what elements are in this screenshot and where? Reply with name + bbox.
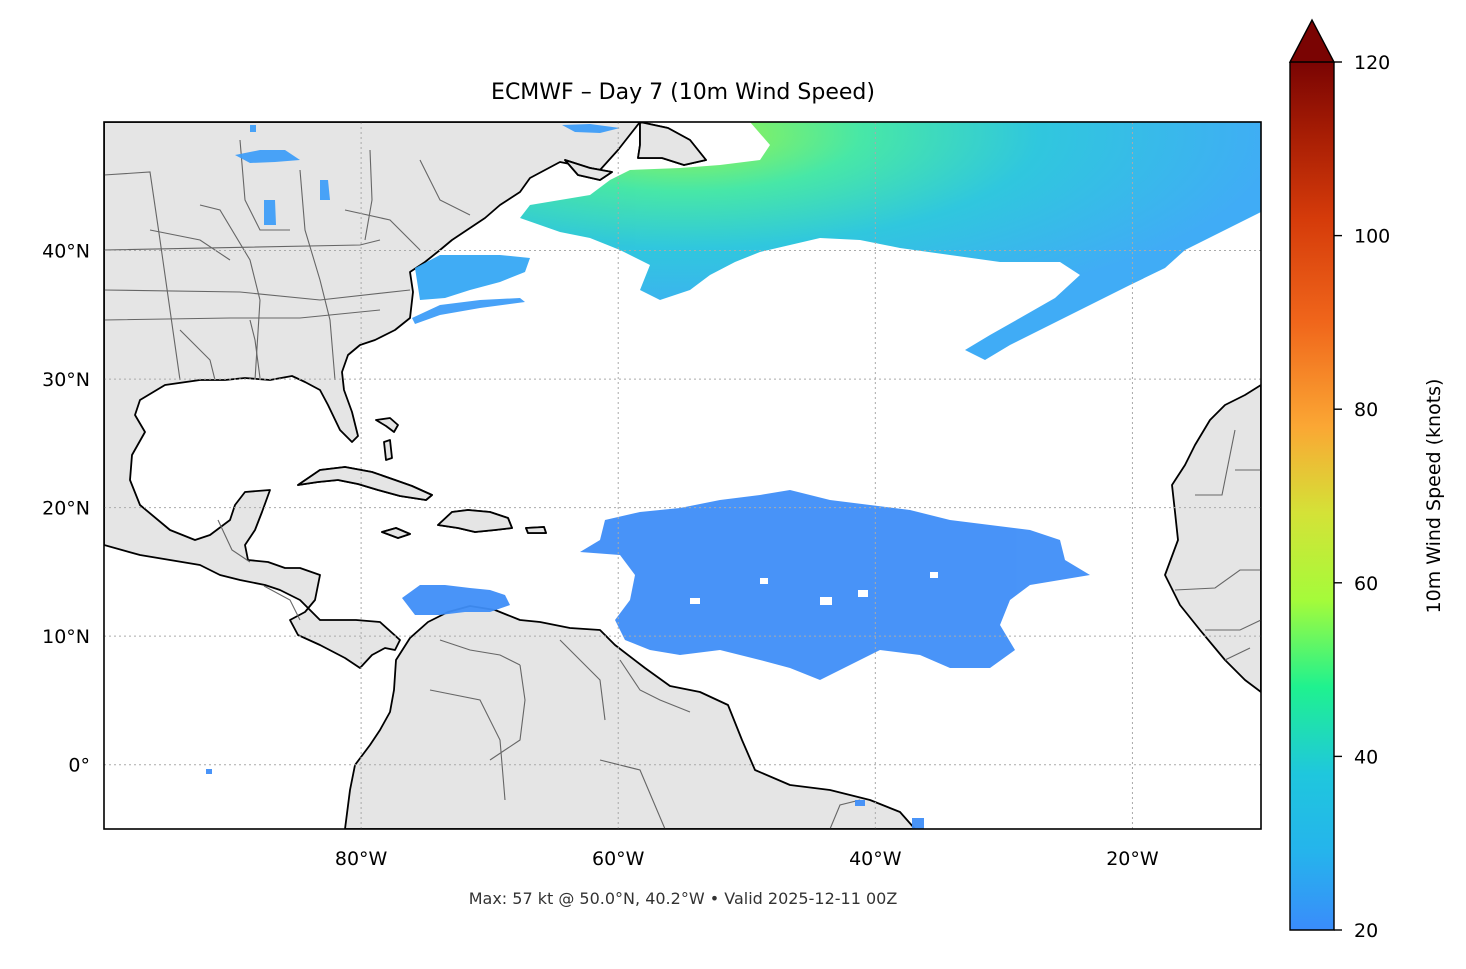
colorbar-label: 10m Wind Speed (knots) — [1423, 379, 1445, 614]
lon-tick-label: 80°W — [335, 848, 388, 870]
land-south-america — [344, 605, 916, 829]
colorbar-ticks: 120 100 80 60 40 20 — [1334, 52, 1390, 942]
land-bahamas — [375, 417, 399, 461]
colorbar-tick-label: 120 — [1354, 52, 1390, 74]
wind-region-caribbean-jet — [402, 585, 510, 615]
colorbar-gradient — [1290, 62, 1334, 930]
wind-speed-field — [206, 122, 1261, 829]
colorbar-tick-label: 20 — [1354, 920, 1378, 942]
latitude-ticks: 40°N 30°N 20°N 10°N 0° — [42, 241, 90, 777]
lon-tick-label: 60°W — [592, 848, 645, 870]
political-borders — [104, 139, 1261, 829]
lon-tick-label: 20°W — [1106, 848, 1159, 870]
coastline-overlay — [297, 122, 707, 539]
lat-tick-label: 0° — [68, 755, 90, 777]
map-panel — [104, 122, 1261, 829]
lat-tick-label: 30°N — [42, 369, 90, 391]
colorbar-tick-label: 80 — [1354, 399, 1378, 421]
footer-info: Max: 57 kt @ 50.0°N, 40.2°W • Valid 2025… — [469, 889, 898, 908]
wind-region-north-atlantic-jet — [520, 122, 1261, 360]
colorbar-extend-arrow — [1288, 18, 1336, 63]
wind-region-us-coast — [415, 255, 530, 300]
land-north-america — [104, 122, 641, 669]
map-border — [103, 121, 1262, 830]
wind-region-us-coast-south — [412, 298, 525, 324]
colorbar-tick-label: 60 — [1354, 573, 1378, 595]
lat-tick-label: 10°N — [42, 626, 90, 648]
trade-wind-gaps — [690, 572, 938, 605]
colorbar: 120 100 80 60 40 20 10m Wind Speed (knots) — [1288, 18, 1445, 942]
longitude-ticks: 80°W 60°W 40°W 20°W — [335, 848, 1159, 870]
lon-tick-label: 40°W — [849, 848, 902, 870]
wind-region-trade-winds — [580, 490, 1090, 680]
lat-tick-label: 40°N — [42, 241, 90, 263]
colorbar-tick-label: 100 — [1354, 226, 1390, 248]
land-africa — [1164, 384, 1261, 693]
colorbar-tick-label: 40 — [1354, 746, 1378, 768]
map-title: ECMWF – Day 7 (10m Wind Speed) — [491, 80, 875, 105]
lat-tick-label: 20°N — [42, 498, 90, 520]
colorbar-outline — [1289, 62, 1335, 931]
wind-region-gulf-st-lawrence — [562, 124, 620, 133]
